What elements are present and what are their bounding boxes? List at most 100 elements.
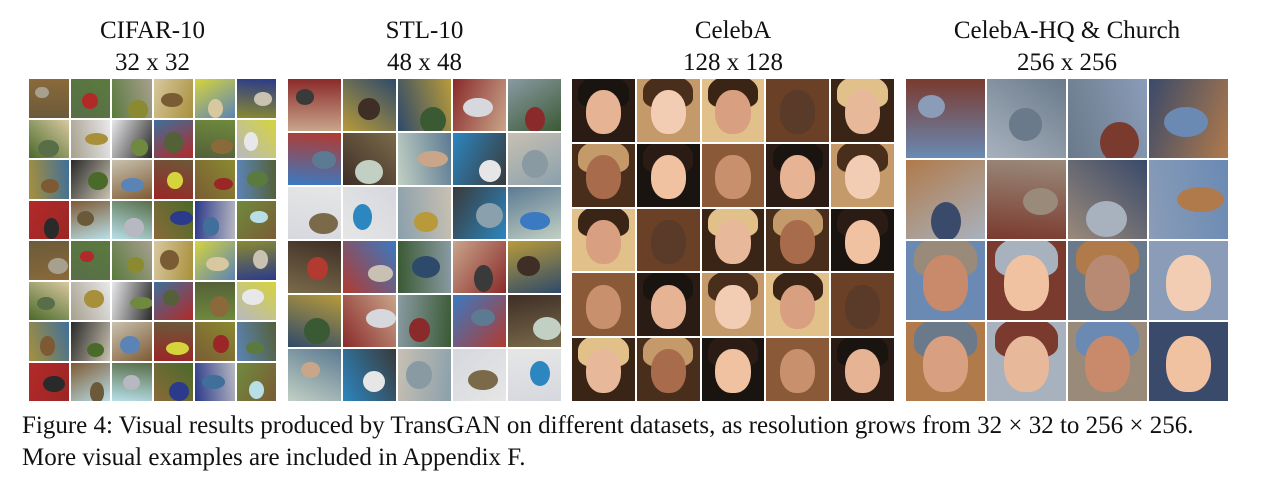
sample-image-stl <box>398 349 451 401</box>
sample-image-stl <box>288 295 341 347</box>
sample-image-celeba <box>636 338 700 401</box>
sample-image-cifar <box>195 200 235 239</box>
sample-image-cifar <box>195 160 235 199</box>
sample-image-cifar <box>29 79 69 118</box>
panel-title-cifar: CIFAR-10 <box>99 17 206 44</box>
panel-resolution-celebahq-church: 256 x 256 <box>1017 49 1117 76</box>
sample-image-stl <box>288 133 341 185</box>
sample-image-stl <box>508 349 561 401</box>
sample-image-cifar <box>236 241 276 280</box>
sample-image-celebahq <box>1149 322 1228 401</box>
sample-image-celebahq <box>906 322 985 401</box>
sample-image-cifar <box>112 160 152 199</box>
sample-image-cifar <box>236 322 276 361</box>
sample-image-stl <box>343 349 396 401</box>
sample-image-stl <box>343 295 396 347</box>
sample-image-stl <box>398 79 451 131</box>
sample-image-celebahq <box>1149 160 1228 239</box>
sample-image-cifar <box>29 119 69 158</box>
sample-image-cifar <box>195 362 235 401</box>
sample-image-cifar <box>195 241 235 280</box>
panel-title-stl: STL-10 <box>385 17 464 44</box>
sample-image-cifar <box>153 241 193 280</box>
sample-image-cifar <box>29 160 69 199</box>
figure-caption: Figure 4: Visual results produced by Tra… <box>22 412 1194 471</box>
sample-image-celeba <box>766 338 830 401</box>
sample-image-cifar <box>236 200 276 239</box>
sample-image-cifar <box>195 79 235 118</box>
sample-image-cifar <box>195 281 235 320</box>
sample-image-celeba <box>831 79 894 142</box>
sample-image-cifar <box>195 119 235 158</box>
sample-image-stl <box>453 79 506 131</box>
sample-image-celeba <box>572 143 635 207</box>
sample-image-cifar <box>70 200 110 239</box>
sample-image-cifar <box>112 322 152 361</box>
sample-image-cifar <box>70 160 110 199</box>
sample-image-cifar <box>70 362 110 401</box>
sample-image-celebahq <box>906 241 985 320</box>
sample-image-celebahq <box>1068 322 1147 401</box>
sample-image-stl <box>453 349 506 401</box>
sample-image-celeba <box>701 143 765 207</box>
sample-image-celeba <box>831 338 894 401</box>
sample-image-celeba <box>572 273 635 337</box>
image-grid-stl <box>288 79 561 401</box>
sample-image-cifar <box>236 160 276 199</box>
sample-image-celeba <box>636 79 700 142</box>
panel-title-celebahq-church: CelebA-HQ & Church <box>953 17 1181 44</box>
image-grid-celebahq-church <box>906 79 1228 401</box>
sample-image-celeba <box>701 273 765 337</box>
panel-resolution-celeba: 128 x 128 <box>683 49 783 76</box>
sample-image-celeba <box>766 79 830 142</box>
sample-image-cifar <box>153 322 193 361</box>
sample-image-cifar <box>29 362 69 401</box>
sample-image-cifar <box>153 119 193 158</box>
sample-image-celebahq <box>1068 79 1147 158</box>
sample-image-celeba <box>766 208 830 272</box>
sample-image-celebahq <box>906 79 985 158</box>
sample-image-celeba <box>636 143 700 207</box>
sample-image-celeba <box>636 208 700 272</box>
sample-image-cifar <box>70 241 110 280</box>
sample-image-cifar <box>112 79 152 118</box>
panel-resolution-cifar: 32 x 32 <box>115 49 190 76</box>
sample-image-celebahq <box>1149 241 1228 320</box>
sample-image-stl <box>398 241 451 293</box>
sample-image-stl <box>343 241 396 293</box>
sample-image-celebahq <box>1068 241 1147 320</box>
sample-image-celebahq <box>1149 79 1228 158</box>
sample-image-celebahq <box>987 241 1066 320</box>
sample-image-stl <box>288 349 341 401</box>
sample-image-stl <box>398 133 451 185</box>
sample-image-celeba <box>572 79 635 142</box>
sample-image-celebahq <box>906 160 985 239</box>
sample-image-celeba <box>766 143 830 207</box>
sample-image-cifar <box>112 362 152 401</box>
sample-image-celeba <box>831 208 894 272</box>
sample-image-celebahq <box>987 79 1066 158</box>
sample-image-stl <box>343 187 396 239</box>
sample-image-celeba <box>572 338 635 401</box>
sample-image-cifar <box>29 241 69 280</box>
sample-image-cifar <box>70 119 110 158</box>
sample-image-cifar <box>112 119 152 158</box>
sample-image-cifar <box>70 79 110 118</box>
sample-image-cifar <box>153 281 193 320</box>
sample-image-cifar <box>236 79 276 118</box>
sample-image-stl <box>288 241 341 293</box>
sample-image-celeba <box>831 273 894 337</box>
sample-image-celeba <box>701 208 765 272</box>
sample-image-cifar <box>70 281 110 320</box>
sample-image-celebahq <box>987 160 1066 239</box>
sample-image-celeba <box>572 208 635 272</box>
sample-image-cifar <box>112 241 152 280</box>
sample-image-cifar <box>112 281 152 320</box>
sample-image-cifar <box>153 160 193 199</box>
sample-image-celebahq <box>1068 160 1147 239</box>
sample-image-cifar <box>29 322 69 361</box>
sample-image-cifar <box>29 200 69 239</box>
sample-image-stl <box>453 241 506 293</box>
sample-image-stl <box>453 187 506 239</box>
image-grid-celeba <box>572 79 894 401</box>
